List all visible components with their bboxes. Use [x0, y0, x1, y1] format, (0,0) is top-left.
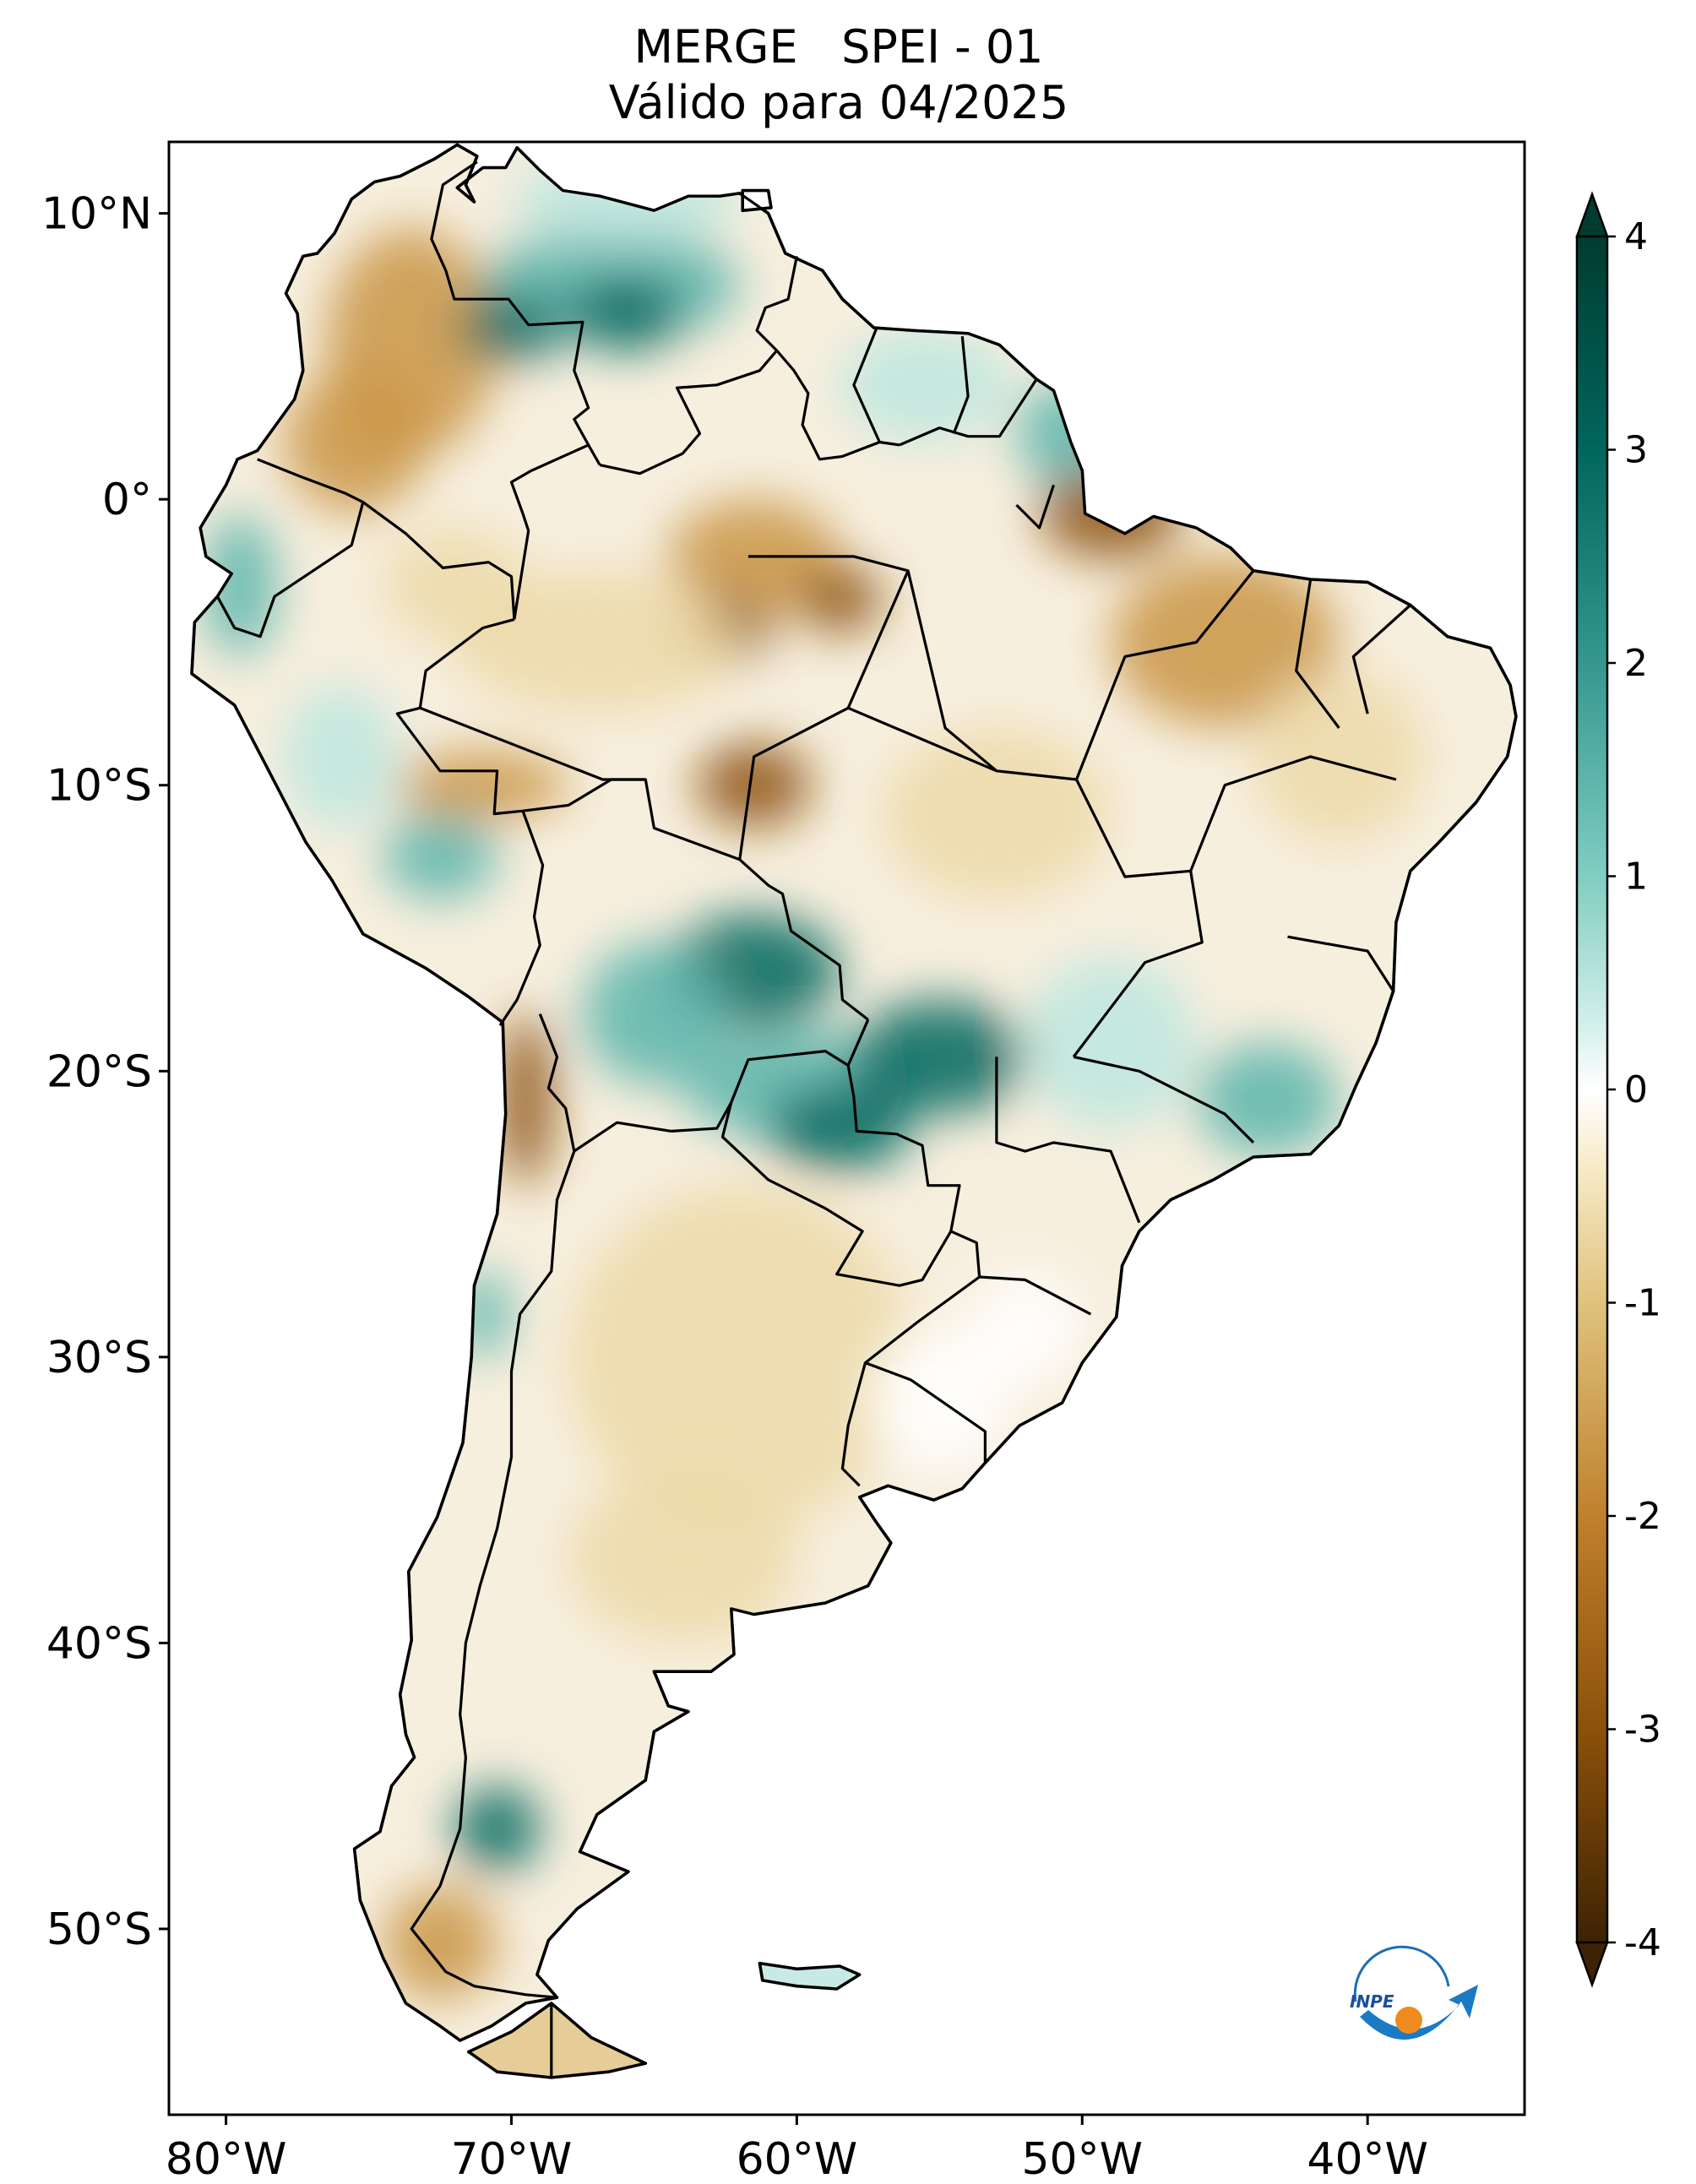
border-line — [847, 706, 997, 773]
map-frame — [167, 140, 1526, 2116]
colorbar-tick-label: 3 — [1624, 429, 1648, 472]
border-line — [419, 706, 646, 781]
coastline — [190, 143, 1518, 2042]
anomaly-patch — [568, 1471, 797, 1643]
border-line — [1072, 779, 1204, 1058]
border-line — [863, 1230, 987, 1464]
anomaly-patch — [568, 276, 683, 351]
anomaly-patch — [796, 565, 883, 634]
border-line — [1351, 604, 1411, 714]
border-line — [509, 443, 590, 620]
anomaly-patch — [1196, 1042, 1340, 1157]
anomaly-patch — [383, 813, 497, 900]
inpe-logo: INPE — [1350, 1945, 1478, 2040]
border-line — [747, 555, 1077, 781]
anomaly-patch — [454, 1785, 541, 1872]
border-line — [410, 1150, 576, 1999]
anomaly-patch — [882, 728, 1112, 900]
anomaly-patch — [768, 1085, 911, 1171]
anomaly-patch — [840, 328, 1011, 443]
border-line — [852, 327, 881, 443]
inpe-logo-text: INPE — [1350, 1991, 1394, 2012]
anomaly-patch — [283, 685, 398, 829]
border-line — [430, 160, 601, 466]
anomaly-patch — [1111, 556, 1340, 729]
anomaly-patch — [853, 999, 1025, 1115]
lat-tick-label: 30°S — [46, 1333, 152, 1383]
lon-tick-label: 80°W — [166, 2134, 287, 2184]
anomaly-patch — [568, 1185, 911, 1529]
colorbar-tick-label: -1 — [1624, 1282, 1661, 1325]
anomaly-patch — [697, 742, 812, 829]
country-borders — [215, 160, 1411, 2078]
border-line — [257, 458, 516, 620]
colorbar-tick-label: 4 — [1624, 215, 1648, 258]
lat-tick-label: 40°S — [46, 1618, 152, 1669]
border-line — [522, 778, 869, 1021]
anomaly-patch — [203, 513, 278, 657]
trinidad-island — [741, 188, 773, 213]
border-line — [498, 810, 545, 1026]
border-line — [395, 617, 524, 816]
anomaly-patch — [283, 370, 427, 514]
border-line — [720, 1102, 953, 1287]
anomaly-patch — [1253, 671, 1425, 843]
colorbar-tick-label: -3 — [1624, 1709, 1661, 1752]
anomaly-patch — [454, 570, 740, 714]
lon-tick-label: 60°W — [737, 2134, 858, 2184]
lon-tick-label: 70°W — [451, 2134, 573, 2184]
anomaly-patch — [383, 1886, 497, 2001]
lat-tick-label: 20°S — [46, 1046, 152, 1097]
map-title-line1: MERGE SPEI - 01 — [633, 20, 1043, 73]
colorbar-tick-label: 1 — [1624, 856, 1648, 899]
border-line — [840, 1362, 867, 1487]
anomaly-patch — [459, 293, 563, 362]
colorbar-tick-label: 0 — [1624, 1068, 1648, 1111]
border-line — [995, 1057, 1141, 1224]
border-line — [738, 570, 910, 861]
border-line — [599, 256, 798, 475]
colorbar-bottom-triangle — [1575, 1941, 1609, 1988]
colorbar-ticks: 4 3 2 1 0 -1 -2 -3 -4 — [1607, 215, 1661, 1964]
anomaly-patch — [582, 943, 726, 1086]
lat-tick-label: 10°S — [46, 761, 152, 812]
border-line — [1015, 484, 1056, 530]
map-title-line2: Válido para 04/2025 — [609, 76, 1068, 129]
border-line — [1295, 579, 1340, 729]
colorbar-tick-label: 2 — [1624, 642, 1648, 685]
border-line — [899, 378, 1038, 447]
anomaly-patch — [397, 751, 569, 820]
lat-tick-label: 0° — [102, 475, 152, 525]
border-line — [215, 502, 365, 638]
border-line — [1073, 1055, 1255, 1144]
border-line — [952, 336, 970, 434]
anomaly-patch — [497, 1013, 555, 1186]
border-line — [1075, 569, 1255, 780]
anomaly-patch — [1025, 956, 1197, 1128]
border-line — [1287, 935, 1394, 992]
colorbar-tick-label: -4 — [1624, 1921, 1661, 1964]
lat-tick-label: 50°S — [46, 1904, 152, 1955]
border-line — [1189, 755, 1397, 872]
border-line — [846, 1065, 961, 1232]
colorbar: 4 3 2 1 0 -1 -2 -3 -4 — [1575, 191, 1661, 1988]
lon-tick-label: 40°W — [1307, 2134, 1428, 2184]
colorbar-gradient — [1575, 235, 1609, 1944]
colorbar-tick-label: -2 — [1624, 1495, 1661, 1538]
border-line — [775, 350, 900, 461]
anomaly-patch — [383, 528, 526, 643]
colorbar-top-triangle — [1575, 191, 1609, 238]
lon-tick-label: 50°W — [1021, 2134, 1143, 2184]
border-line — [538, 1013, 576, 1152]
falkland-islands — [758, 1961, 862, 1991]
lat-tick-label: 10°N — [41, 189, 152, 240]
longitude-ticks: 80°W 70°W 60°W 50°W 40°W — [166, 2115, 1428, 2184]
border-line — [979, 1275, 1092, 1316]
latitude-ticks: 10°N 0° 10°S 20°S 30°S 40°S 50°S — [41, 189, 169, 1955]
anomaly-patch — [968, 1271, 1083, 1386]
